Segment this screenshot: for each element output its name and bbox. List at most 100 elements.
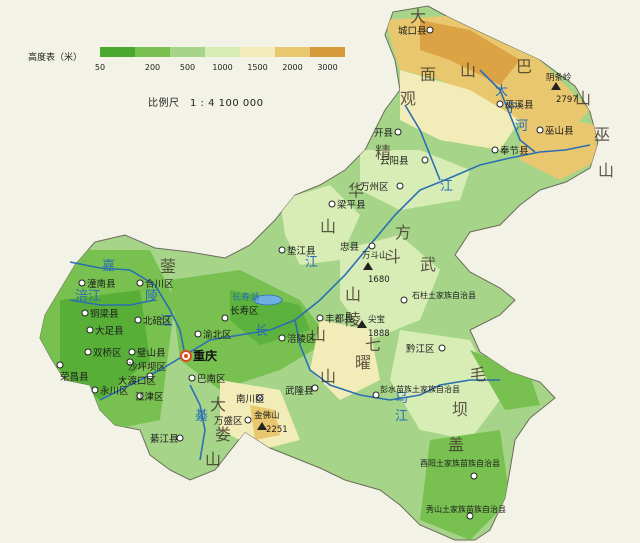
city-label: 奉节县 xyxy=(500,145,529,157)
city: 涪陵区 xyxy=(278,333,316,345)
city-label: 梁平县 xyxy=(337,199,366,211)
cities: 城口县 巫溪县 巫山县 奉节县 开县 云阳县 万州区 梁平县 垫江县 忠县 石柱… xyxy=(56,26,574,520)
range-char: 七 xyxy=(365,335,381,354)
city-label: 长寿区 xyxy=(230,305,259,317)
peak-jinfoshan: 金佛山 2251 xyxy=(254,410,288,435)
city-label: 涪陵区 xyxy=(287,333,316,345)
range-char: 山 xyxy=(575,89,591,108)
city: 双桥区 xyxy=(84,347,122,359)
range-char: 华 xyxy=(348,181,364,200)
legend-swatches xyxy=(100,47,345,57)
city: 大渡口区 xyxy=(118,372,157,387)
peak-elevation: 1680 xyxy=(368,275,390,285)
river-char: 大 xyxy=(495,84,508,99)
jialing-river xyxy=(69,261,186,356)
legend-swatch xyxy=(240,47,275,57)
range-char: 山 xyxy=(205,450,221,469)
city-capital: 重庆 xyxy=(180,348,217,363)
range-char: 山 xyxy=(345,285,361,304)
legend-tick-label: 50 xyxy=(95,63,105,72)
river-char: 陵 xyxy=(145,289,158,304)
range-char: 大 xyxy=(210,395,226,414)
city-label: 秀山土家族苗族自治县 xyxy=(426,504,506,514)
legend-tick-label: 2000 xyxy=(282,63,302,72)
city: 永川区 xyxy=(91,385,129,397)
peak-elevation: 1888 xyxy=(368,329,390,339)
city: 万盛区 xyxy=(214,415,252,427)
city: 彭水苗族土家族自治县 xyxy=(372,384,460,399)
legend-swatch xyxy=(310,47,345,57)
legend-tick-label: 200 xyxy=(145,63,160,72)
legend-title: 高度表（米） xyxy=(28,51,82,63)
city: 酉阳土家族苗族自治县 xyxy=(420,458,500,480)
city-label: 城口县 xyxy=(398,26,427,37)
city: 璧山县 xyxy=(128,347,166,359)
city: 梁平县 xyxy=(328,199,366,211)
capital-label: 重庆 xyxy=(193,348,217,363)
river-char: 嘉 xyxy=(102,259,115,274)
city: 长寿区 xyxy=(221,305,259,322)
city-label: 璧山县 xyxy=(137,347,166,359)
peak-elevation: 2251 xyxy=(266,425,288,435)
city: 沙坪坝区 xyxy=(126,358,167,373)
city-label: 巫溪县 xyxy=(505,99,534,111)
legend-tick-label: 500 xyxy=(180,63,195,72)
city-label: 大渡口区 xyxy=(118,375,157,387)
city-label: 开县 xyxy=(374,128,393,139)
legend-swatch xyxy=(100,47,135,57)
range-char: 斗 xyxy=(385,247,401,266)
legend-tick-label: 1000 xyxy=(212,63,232,72)
range-char: 巴 xyxy=(516,57,532,76)
range-char: 大 xyxy=(410,7,426,26)
city: 綦江县 xyxy=(150,433,184,445)
city: 开县 xyxy=(374,128,402,139)
fujiang-river xyxy=(69,299,156,306)
city-label: 江津区 xyxy=(135,392,164,403)
river-char: 江 xyxy=(88,289,101,304)
legend-tick-label: 1500 xyxy=(247,63,267,72)
river-char: 长 xyxy=(255,324,268,339)
terrain xyxy=(39,5,599,541)
river-char: 江 xyxy=(305,255,318,270)
city: 秀山土家族苗族自治县 xyxy=(426,504,506,520)
city-label: 荣昌县 xyxy=(60,371,89,383)
range-char: 武 xyxy=(420,255,436,274)
river-char: 江 xyxy=(160,314,173,329)
range-char: 山 xyxy=(320,367,336,386)
river-label: 长寿湖 xyxy=(232,291,259,303)
city: 铜梁县 xyxy=(81,308,119,320)
city: 武隆县 xyxy=(285,384,319,397)
city-label: 巴南区 xyxy=(197,373,226,385)
city: 南川区 xyxy=(236,393,265,405)
map-scale: 比例尺 1 : 4 100 000 xyxy=(148,96,263,109)
city-label: 黔江区 xyxy=(406,343,435,355)
range-char: 坝 xyxy=(452,400,468,419)
city-label: 南川区 xyxy=(236,393,265,405)
city-label: 彭水苗族土家族自治县 xyxy=(380,384,460,394)
range-char: 方 xyxy=(395,223,411,242)
changshou-lake xyxy=(253,294,283,306)
legend-tick-label: 3000 xyxy=(317,63,337,72)
range-char: 蓥 xyxy=(160,257,176,276)
river-char: 綦 xyxy=(195,409,208,424)
peak-wandoushan: 万斗山 1680 xyxy=(362,250,390,285)
range-char: 观 xyxy=(400,89,416,108)
peak-jianbao: 尖宝 1888 xyxy=(357,314,390,339)
river-char: 宁 xyxy=(505,100,518,116)
legend-swatch xyxy=(135,47,170,57)
city-label: 丰都县 xyxy=(325,313,354,325)
city-label: 万州区 xyxy=(360,182,389,193)
city-label: 沙坪坝区 xyxy=(128,361,167,373)
city: 忠县 xyxy=(340,242,376,253)
city-label: 忠县 xyxy=(340,242,359,253)
peaks: 阴条岭 2797 万斗山 1680 尖宝 1888 金佛山 2251 xyxy=(254,72,578,435)
city: 垫江县 xyxy=(278,245,316,257)
peak-name: 阴条岭 xyxy=(546,72,572,83)
range-char: 曜 xyxy=(355,353,371,372)
river-char: 乌 xyxy=(395,390,408,406)
city-label: 合川区 xyxy=(145,278,174,290)
city: 黔江区 xyxy=(406,343,446,355)
city-label: 大足县 xyxy=(95,325,124,337)
